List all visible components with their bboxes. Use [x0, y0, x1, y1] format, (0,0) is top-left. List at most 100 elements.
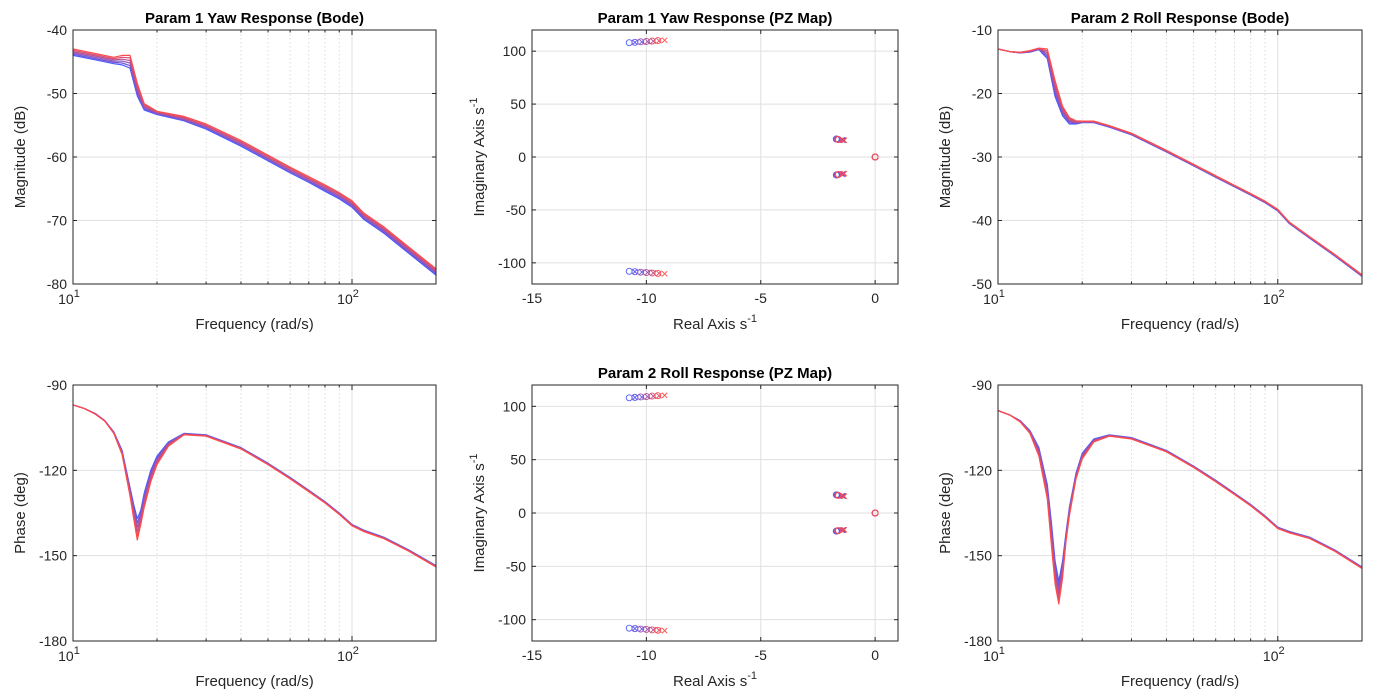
y-tick-label: -50: [506, 202, 526, 218]
ticks: -80 -70 -60 -50 -40 101 102: [47, 22, 436, 307]
y-axis-label: Phase (deg): [12, 472, 29, 554]
x-tick-label: 102: [1263, 645, 1285, 664]
chart-roll_bode_mag: -50 -40 -30 -20 -10 101 102 Param 2 Roll Respon…: [937, 10, 1363, 333]
y-tick-label: -180: [964, 633, 992, 649]
x-axis-label: Frequency (rad/s): [195, 673, 313, 690]
y-tick-label: -50: [506, 558, 526, 574]
y-tick-label: 100: [503, 398, 527, 414]
y-tick-label: -120: [964, 462, 992, 478]
x-tick-label: 101: [983, 288, 1005, 307]
x-tick-label: 0: [871, 290, 879, 306]
y-tick-label: -150: [964, 548, 992, 564]
y-axis-label: Magnitude (dB): [12, 106, 29, 209]
data-area: [998, 410, 1362, 605]
series-line-6: [73, 48, 436, 270]
data-area: [625, 37, 879, 277]
x-axis-label: Real Axis s-1: [673, 313, 757, 333]
y-tick-label: -120: [39, 462, 67, 478]
ticks: -180 -150 -120 -90 101 102: [39, 377, 436, 664]
x-tick-label: 102: [337, 288, 359, 307]
y-tick-label: 50: [510, 452, 526, 468]
y-tick-label: -60: [47, 149, 67, 165]
series-line-4: [73, 51, 436, 272]
chart-yaw_bode_mag: -80 -70 -60 -50 -40 101 102 Param 1 Yaw Respons…: [12, 10, 437, 333]
pole-marker: [661, 392, 668, 399]
chart-yaw_bode_phase: -180 -150 -120 -90 101 102 Frequency (rad/s) Ph…: [12, 377, 437, 690]
zero-marker: [654, 269, 662, 277]
pole-marker: [632, 394, 638, 401]
series-line-6: [998, 410, 1362, 605]
x-axis-label: Frequency (rad/s): [195, 316, 313, 333]
y-axis-label: Imaginary Axis s-1: [468, 98, 488, 217]
zero-marker: [835, 171, 842, 178]
x-tick-label: 0: [871, 647, 879, 663]
x-axis-label: Real Axis s-1: [673, 670, 757, 690]
y-tick-label: 50: [510, 96, 526, 112]
y-tick-label: -30: [972, 149, 992, 165]
pole-marker: [632, 625, 638, 632]
chart-roll_bode_phase: -180 -150 -120 -90 101 102 Frequency (rad/s) Ph…: [937, 377, 1363, 690]
y-tick-label: -90: [972, 377, 992, 393]
x-tick-label: 102: [1263, 288, 1285, 307]
series-line-5: [73, 49, 436, 271]
series-line-3: [73, 52, 436, 274]
pole-marker: [841, 493, 848, 500]
chart-title: Param 1 Yaw Response (PZ Map): [598, 10, 833, 27]
y-tick-label: -180: [39, 633, 67, 649]
y-axis-label: Phase (deg): [937, 472, 954, 554]
data-area: [998, 47, 1362, 277]
pole-marker: [661, 270, 668, 277]
x-axis-label: Frequency (rad/s): [1121, 673, 1239, 690]
pole-marker: [632, 268, 638, 275]
pole-marker: [841, 137, 848, 144]
x-tick-label: -10: [636, 647, 656, 663]
y-tick-label: -50: [972, 276, 992, 292]
y-tick-label: -150: [39, 548, 67, 564]
data-area: [625, 392, 879, 634]
y-tick-label: -40: [47, 22, 67, 38]
series-line-1: [73, 54, 436, 276]
data-area: [73, 48, 436, 276]
axes-box: [72, 384, 437, 642]
x-tick-label: -15: [522, 647, 542, 663]
pole-marker: [632, 39, 638, 46]
y-tick-label: -40: [972, 213, 992, 229]
ticks: -50 -40 -30 -20 -10 101 102: [972, 22, 1362, 307]
chart-title: Param 2 Roll Response (PZ Map): [598, 365, 832, 382]
y-tick-label: -70: [47, 213, 67, 229]
zero-marker: [871, 153, 879, 161]
chart-title: Param 1 Yaw Response (Bode): [145, 10, 364, 27]
x-tick-label: -10: [636, 290, 656, 306]
series-line-6: [73, 404, 436, 568]
y-tick-label: 100: [503, 43, 527, 59]
data-area: [73, 404, 436, 568]
x-tick-label: 101: [983, 645, 1005, 664]
axes-box: [997, 384, 1363, 642]
y-tick-label: -100: [498, 255, 526, 271]
y-tick-label: -50: [47, 86, 67, 102]
pole-marker: [841, 170, 848, 177]
zero-marker: [835, 136, 842, 143]
y-tick-label: -90: [47, 377, 67, 393]
x-tick-label: -5: [755, 647, 768, 663]
y-tick-label: -20: [972, 86, 992, 102]
ticks: -180 -150 -120 -90 101 102: [964, 377, 1362, 664]
series-line-6: [998, 47, 1362, 276]
y-tick-label: -100: [498, 612, 526, 628]
pole-marker: [661, 37, 668, 44]
pole-marker: [841, 526, 848, 533]
zero-marker: [654, 626, 662, 634]
y-tick-label: -10: [972, 22, 992, 38]
y-tick-label: 0: [518, 149, 526, 165]
chart-title: Param 2 Roll Response (Bode): [1071, 10, 1289, 27]
x-tick-label: 102: [337, 645, 359, 664]
zero-marker: [654, 37, 662, 45]
x-axis-label: Frequency (rad/s): [1121, 316, 1239, 333]
x-tick-label: -15: [522, 290, 542, 306]
